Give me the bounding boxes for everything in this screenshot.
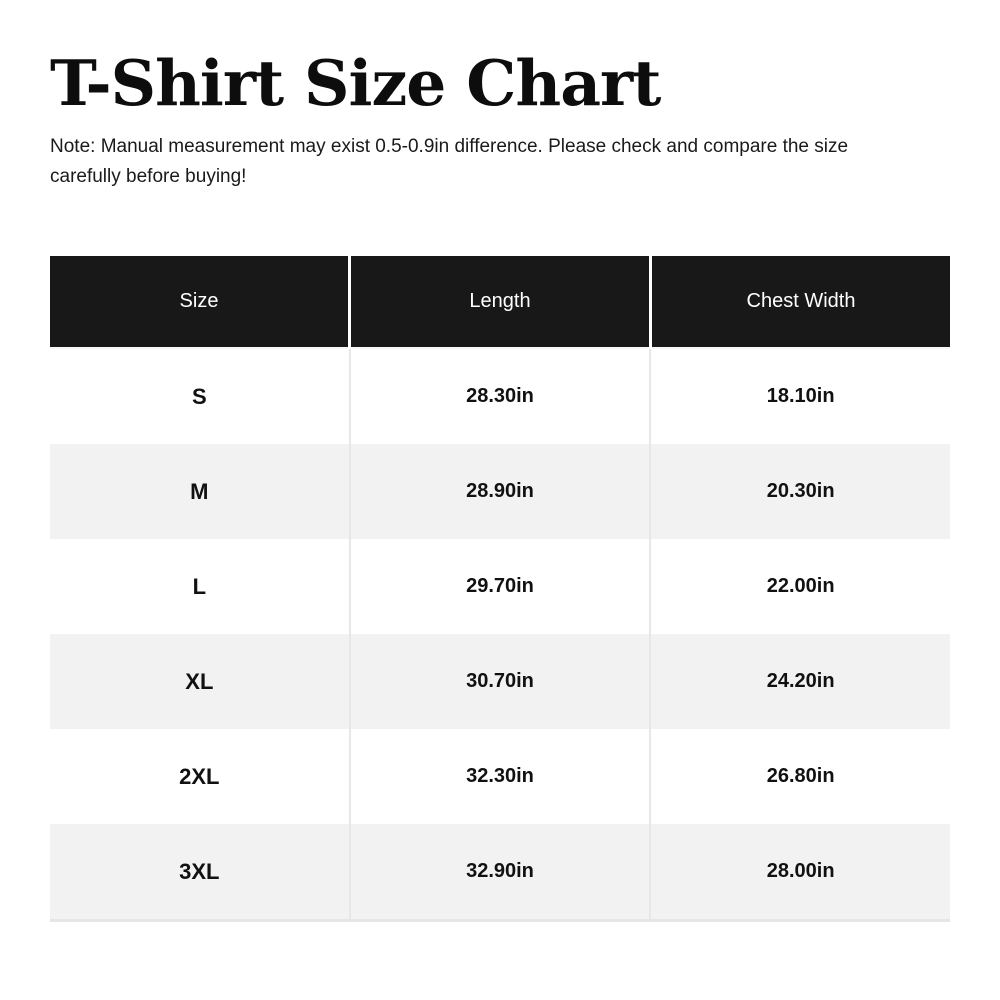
header-cell-size: Size	[50, 256, 348, 350]
note-line-1: Note: Manual measurement may exist 0.5-0…	[50, 136, 849, 158]
cell-chest-width: 20.30in	[651, 444, 950, 540]
cell-length: 32.90in	[350, 824, 650, 920]
cell-size: XL	[50, 634, 349, 730]
cell-chest-width: 26.80in	[651, 729, 950, 825]
cell-size: S	[50, 349, 349, 445]
cell-length: 32.30in	[350, 729, 650, 825]
table-row-2xl: 2XL 32.30in 26.80in	[50, 729, 950, 825]
header-cell-length: Length	[351, 256, 649, 350]
size-chart-table: Size Length Chest Width S 28.30in 18.10i…	[50, 256, 950, 923]
size-chart-page: T-Shirt Size Chart Note: Manual measurem…	[0, 46, 1000, 1000]
cell-length: 28.30in	[350, 349, 650, 445]
header-cell-chest-width: Chest Width	[652, 256, 950, 350]
cell-length: 30.70in	[350, 634, 650, 730]
cell-length: 29.70in	[350, 539, 650, 635]
cell-size: M	[50, 444, 349, 540]
cell-size: L	[50, 539, 349, 635]
table-body: S 28.30in 18.10in M 28.90in 20.30in L 29…	[50, 349, 950, 920]
cell-size: 3XL	[50, 824, 349, 920]
cell-chest-width: 28.00in	[651, 824, 950, 920]
table-row-3xl: 3XL 32.90in 28.00in	[50, 824, 950, 920]
note-text: Note: Manual measurement may exist 0.5-0…	[50, 132, 950, 192]
cell-length: 28.90in	[350, 444, 650, 540]
table-row-s: S 28.30in 18.10in	[50, 349, 950, 445]
table-row-xl: XL 30.70in 24.20in	[50, 634, 950, 730]
table-row-m: M 28.90in 20.30in	[50, 444, 950, 540]
table-header-row: Size Length Chest Width	[50, 256, 950, 350]
cell-chest-width: 22.00in	[651, 539, 950, 635]
note-line-2: carefully before buying!	[50, 166, 247, 188]
cell-chest-width: 24.20in	[651, 634, 950, 730]
cell-chest-width: 18.10in	[651, 349, 950, 445]
cell-size: 2XL	[50, 729, 349, 825]
table-row-l: L 29.70in 22.00in	[50, 539, 950, 635]
page-title: T-Shirt Size Chart	[50, 46, 661, 120]
